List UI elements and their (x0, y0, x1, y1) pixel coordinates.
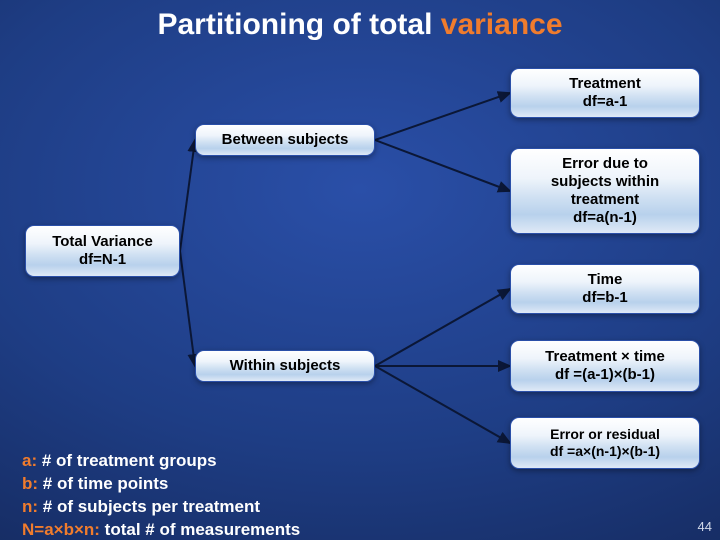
title-main: Partitioning of total (157, 8, 440, 41)
legend-var-1: b: (22, 474, 38, 493)
node-trt_time: Treatment × timedf =(a-1)×(b-1) (510, 340, 700, 392)
node-between: Between subjects (195, 124, 375, 156)
legend-line-2: n: # of subjects per treatment (22, 496, 300, 519)
legend-line-1: b: # of time points (22, 473, 300, 496)
legend-var-2: n: (22, 497, 38, 516)
arrow-total-to-between (180, 140, 195, 251)
legend-text-1: # of time points (38, 474, 168, 493)
node-within: Within subjects (195, 350, 375, 382)
node-within-line1: Within subjects (230, 357, 341, 375)
legend-var-0: a: (22, 451, 37, 470)
legend-text-3: total # of measurements (100, 520, 300, 539)
arrow-between-to-error_subj (375, 140, 510, 191)
legend: a: # of treatment groupsb: # of time poi… (22, 450, 300, 540)
node-error_subj: Error due tosubjects withintreatmentdf=a… (510, 148, 700, 234)
title-accent: variance (441, 8, 563, 41)
node-residual: Error or residualdf =a×(n-1)×(b-1) (510, 417, 700, 469)
node-error_subj-line2: subjects within (551, 173, 659, 191)
node-trt_time-line1: Treatment × time (545, 348, 665, 366)
node-trt_time-line2: df =(a-1)×(b-1) (555, 366, 655, 384)
node-residual-line1: Error or residual (550, 426, 660, 443)
node-time-line2: df=b-1 (582, 289, 627, 307)
node-total-line2: df=N-1 (79, 251, 126, 269)
legend-text-0: # of treatment groups (37, 451, 216, 470)
slide: Partitioning of total variance Total Var… (0, 0, 720, 540)
node-total-line1: Total Variance (52, 233, 153, 251)
node-treatment-line1: Treatment (569, 75, 641, 93)
node-between-line1: Between subjects (222, 131, 349, 149)
node-error_subj-line3: treatment (571, 191, 639, 209)
node-treatment-line2: df=a-1 (583, 93, 628, 111)
node-error_subj-line1: Error due to (562, 155, 648, 173)
legend-text-2: # of subjects per treatment (38, 497, 260, 516)
node-residual-line2: df =a×(n-1)×(b-1) (550, 443, 660, 460)
node-time-line1: Time (588, 271, 623, 289)
slide-title: Partitioning of total variance (0, 8, 720, 42)
arrow-within-to-time (375, 289, 510, 366)
node-total: Total Variancedf=N-1 (25, 225, 180, 277)
page-number: 44 (698, 519, 712, 534)
node-treatment: Treatmentdf=a-1 (510, 68, 700, 118)
node-time: Timedf=b-1 (510, 264, 700, 314)
legend-line-0: a: # of treatment groups (22, 450, 300, 473)
arrow-within-to-residual (375, 366, 510, 443)
node-error_subj-line4: df=a(n-1) (573, 209, 637, 227)
legend-line-3: N=a×b×n: total # of measurements (22, 519, 300, 540)
legend-var-3: N=a×b×n: (22, 520, 100, 539)
arrow-total-to-within (180, 251, 195, 366)
arrow-between-to-treatment (375, 93, 510, 140)
